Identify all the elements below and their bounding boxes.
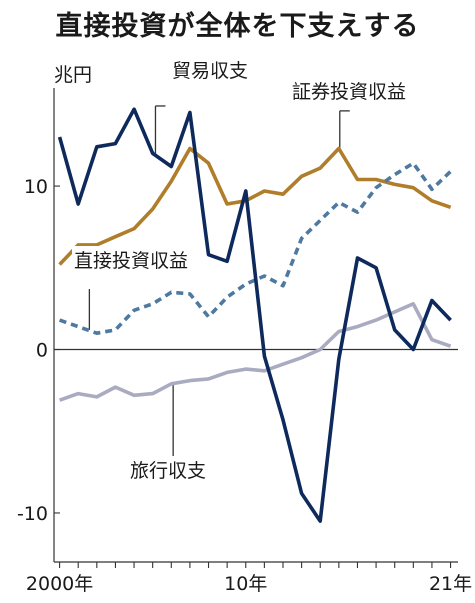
series-lines [57, 107, 452, 523]
tick-labels: 10 0 -10 2000年 10年 21年 [17, 176, 472, 595]
series-label-portfolio-income: 証券投資収益 [290, 77, 409, 104]
y-tick-label: 10 [24, 176, 48, 198]
y-tick-label: -10 [17, 503, 48, 525]
series-label-fdi-income: 直接投資収益 [72, 246, 191, 273]
x-tick-label: 10年 [224, 573, 267, 595]
chart-title: 直接投資が全体を下支えする [55, 11, 420, 42]
y-tick-label: 0 [36, 340, 48, 362]
x-tick-label: 2000年 [26, 573, 93, 595]
series-label-trade-balance: 貿易収支 [170, 56, 251, 83]
series-line-0 [57, 107, 452, 523]
label-leaders [88, 105, 350, 469]
series-line-3 [58, 302, 452, 402]
series-line-1 [58, 146, 452, 266]
y-unit-label: 兆円 [54, 64, 93, 86]
series-line-2 [59, 161, 452, 335]
axes [53, 88, 458, 568]
series-label-travel-balance: 旅行収支 [128, 456, 209, 483]
x-tick-label: 21年 [429, 573, 472, 595]
